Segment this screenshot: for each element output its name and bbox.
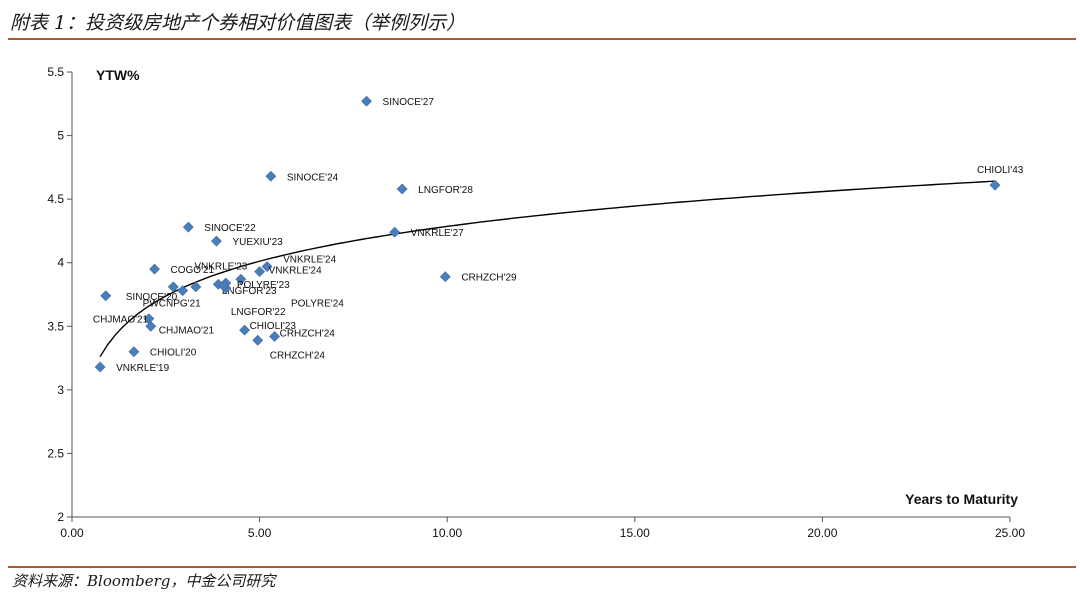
x-tick-label: 10.00: [432, 526, 462, 540]
data-point-marker: [989, 179, 1001, 191]
data-point-label: POLYRE'23: [237, 280, 290, 291]
data-point-label: CRHZCH'24: [270, 350, 326, 361]
data-point-marker: [254, 266, 266, 278]
data-point-marker: [265, 170, 277, 182]
data-point-label: CHIOLI'43: [977, 165, 1024, 176]
data-point-marker: [439, 271, 451, 283]
y-axis-title: YTW%: [96, 67, 140, 83]
data-point-label: LNGFOR'23: [222, 286, 277, 297]
scatter-chart: 2 2.5 3 3.5 4 4.5 5 5.5 0.00 5.00 10.00 15.00 20.00 2…: [47, 65, 1025, 540]
data-point-marker: [269, 331, 281, 342]
data-point-marker: [94, 361, 106, 373]
y-tick-label: 5.5: [47, 65, 64, 79]
data-point-marker: [190, 281, 202, 293]
y-tick-label: 3.5: [47, 319, 64, 333]
data-point-label: POLYRE'24: [291, 299, 344, 310]
y-tick-label: 5: [57, 129, 64, 143]
title-divider: [8, 38, 1076, 40]
x-tick-label: 20.00: [807, 526, 837, 540]
data-point-label: SINOCE'20: [126, 292, 178, 303]
data-point-label: SINOCE'22: [204, 223, 256, 234]
chart-title: 附表 1：投资级房地产个券相对价值图表（举例列示）: [10, 12, 466, 34]
data-point-marker: [239, 324, 251, 336]
data-point-marker: [182, 221, 194, 233]
data-point-marker: [149, 263, 160, 275]
data-point-label: PWCNPG'21: [143, 299, 201, 310]
data-points: SINOCE'27 SINOCE'24 LNGFOR'28 CHIOLI'43 SINO…: [93, 95, 1024, 374]
data-point-label: CHIOLI'20: [150, 348, 197, 359]
data-point-label: LNGFOR'28: [418, 185, 473, 196]
data-point-marker: [145, 320, 157, 332]
data-point-marker: [361, 95, 372, 107]
source-note: 资料来源：Bloomberg，中金公司研究: [12, 572, 276, 590]
data-point-marker: [252, 334, 264, 346]
x-tick-label: 0.00: [60, 526, 84, 540]
data-point-label: VNKRLE'27: [411, 228, 464, 239]
x-axis-title: Years to Maturity: [905, 491, 1018, 507]
x-tick-label: 15.00: [620, 526, 650, 540]
data-point-label: VNKRLE'24: [283, 255, 336, 266]
chart-axes: 2 2.5 3 3.5 4 4.5 5 5.5 0.00 5.00 10.00 15.00 20.00 2…: [47, 65, 1025, 540]
y-tick-label: 2.5: [47, 446, 64, 460]
data-point-marker: [128, 346, 140, 358]
data-point-marker: [211, 235, 222, 247]
data-point-label: SINOCE'27: [383, 97, 435, 108]
data-point-marker: [396, 183, 408, 195]
y-tick-label: 4.5: [47, 192, 64, 206]
data-point-label: COGO'21: [171, 265, 215, 276]
y-tick-label: 4: [57, 256, 64, 270]
data-point-label: VNKRLE'23: [194, 261, 247, 272]
x-tick-label: 25.00: [995, 526, 1025, 540]
data-point-label: VNKRLE'19: [116, 363, 169, 374]
y-tick-label: 2: [57, 510, 64, 524]
data-point-marker: [235, 273, 247, 285]
data-point-label: CHJMAO'21: [93, 315, 149, 326]
data-point-label: CRHZCH'29: [461, 273, 517, 284]
data-point-marker: [177, 285, 189, 297]
data-point-marker: [167, 281, 179, 293]
y-tick-label: 3: [57, 383, 64, 397]
data-point-label: YUEXIU'23: [232, 237, 283, 248]
footer-divider: [8, 566, 1076, 568]
data-point-label: CHIOLI'23: [250, 321, 297, 332]
data-point-label: CHJMAO'21: [159, 325, 215, 336]
data-point-marker: [389, 226, 401, 238]
data-point-marker: [261, 261, 273, 272]
x-tick-label: 5.00: [248, 526, 272, 540]
data-point-label: VNKRLE'24: [269, 266, 322, 277]
data-point-marker: [218, 280, 230, 292]
data-point-label: SINOCE'24: [287, 172, 339, 183]
data-point-marker: [100, 290, 112, 302]
data-point-label: LNGFOR'22: [231, 307, 286, 318]
data-point-label: CRHZCH'24: [280, 328, 336, 339]
trendline-curve: [99, 180, 996, 357]
